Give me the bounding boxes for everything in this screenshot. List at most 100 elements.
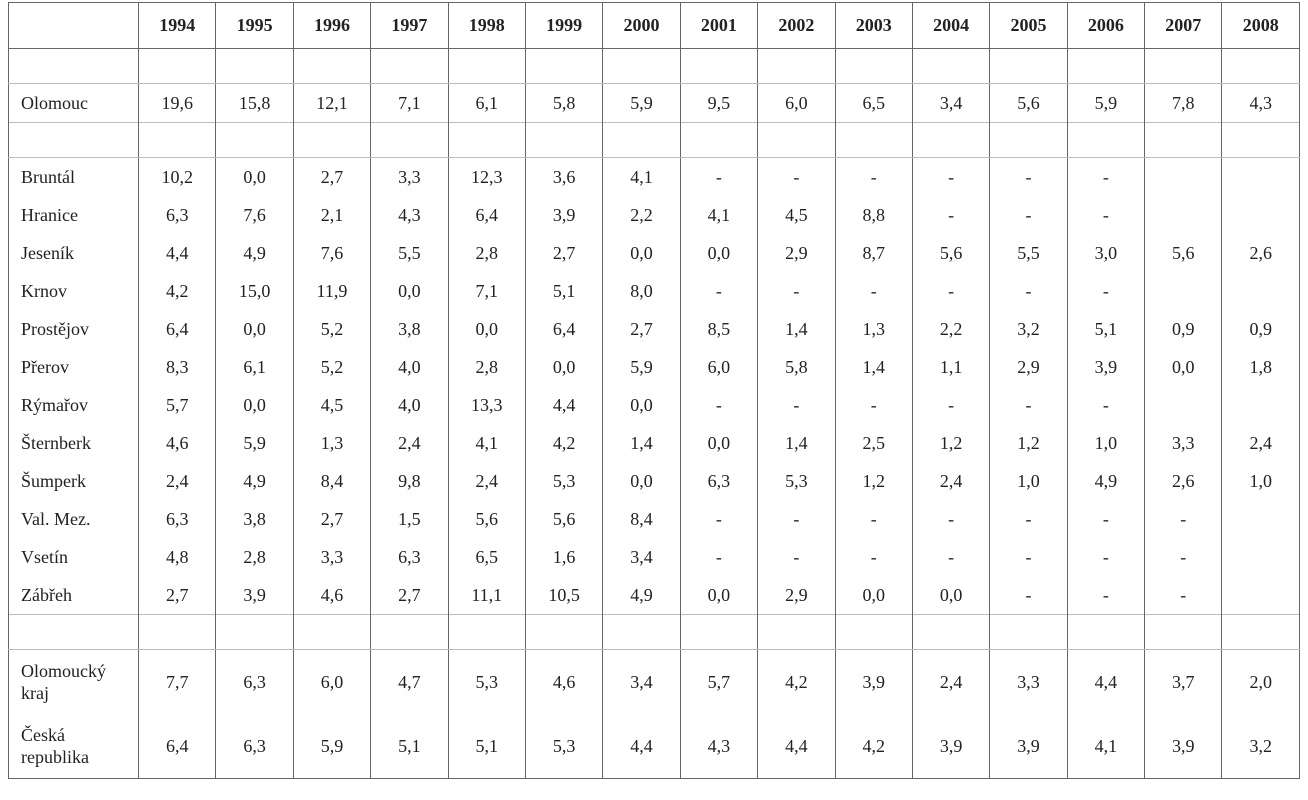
year-header: 1995: [215, 2, 294, 49]
empty-cell: [757, 122, 836, 158]
value-cell: 3,8: [370, 310, 449, 348]
value-cell: 3,9: [1144, 714, 1223, 779]
value-cell: 5,3: [757, 462, 836, 500]
value-cell: -: [679, 500, 759, 538]
value-cell: -: [911, 386, 991, 424]
empty-cell: [834, 122, 913, 158]
data-row: Bruntál 10,2 0,0 2,7 3,3 12,3 3,6 4,1- - - - - -: [8, 157, 1300, 196]
value-cell: -: [757, 272, 836, 310]
value-cell: 2,4: [137, 462, 217, 500]
value-cell: -: [1144, 538, 1223, 576]
value-cell: 4,9: [1066, 462, 1146, 500]
value-cell: -: [757, 538, 836, 576]
value-cell: 5,5: [989, 234, 1068, 272]
value-cell: 1,2: [834, 462, 913, 500]
value-cell: 0,0: [679, 424, 759, 462]
value-cell: 4,4: [757, 714, 836, 779]
year-header: 2007: [1144, 2, 1223, 49]
value-cell: 7,1: [370, 83, 449, 123]
value-cell: 2,5: [834, 424, 913, 462]
empty-cell: [524, 614, 604, 650]
value-cell: 2,9: [989, 348, 1068, 386]
row-label-cell: Vsetín: [8, 538, 139, 576]
value-cell: 4,6: [524, 649, 604, 714]
value-cell: 1,3: [834, 310, 913, 348]
empty-cell: [1221, 196, 1300, 234]
value-cell: 2,7: [370, 576, 449, 615]
value-cell: 3,4: [602, 649, 681, 714]
empty-cell: [8, 614, 139, 650]
value-cell: 5,8: [757, 348, 836, 386]
value-cell: -: [834, 500, 913, 538]
value-cell: 6,3: [137, 196, 217, 234]
value-cell: 4,1: [679, 196, 759, 234]
value-cell: 0,0: [215, 310, 294, 348]
value-cell: 2,4: [1221, 424, 1300, 462]
year-header: 2003: [834, 2, 913, 49]
value-cell: 2,2: [602, 196, 681, 234]
value-cell: 3,0: [1066, 234, 1146, 272]
value-cell: 7,8: [1144, 83, 1223, 123]
empty-cell: [524, 122, 604, 158]
value-cell: 5,2: [292, 310, 372, 348]
value-cell: -: [989, 576, 1068, 615]
value-cell: 0,0: [602, 386, 681, 424]
value-cell: 4,5: [757, 196, 836, 234]
value-cell: 3,9: [215, 576, 294, 615]
empty-cell: [1066, 614, 1146, 650]
empty-cell: [447, 614, 526, 650]
row-label: Olomouc: [21, 93, 88, 113]
value-cell: -: [679, 157, 759, 196]
value-cell: 0,0: [524, 348, 604, 386]
row-label-cell: Šumperk: [8, 462, 139, 500]
value-cell: 10,5: [524, 576, 604, 615]
year-header: 2004: [911, 2, 991, 49]
value-cell: 4,1: [1066, 714, 1146, 779]
value-cell: 6,4: [447, 196, 526, 234]
data-row: Šumperk 2,4 4,9 8,4 9,8 2,4 5,3 0,0 6,3 5,3 1,2 2,4…: [8, 462, 1300, 500]
empty-cell: [1066, 48, 1146, 84]
value-cell: 2,7: [137, 576, 217, 615]
year-header: 2002: [757, 2, 836, 49]
value-cell: 7,6: [215, 196, 294, 234]
row-label-cell: Prostějov: [8, 310, 139, 348]
value-cell: 0,0: [602, 462, 681, 500]
row-label: Bruntál: [21, 167, 75, 187]
value-cell: 8,5: [679, 310, 759, 348]
value-cell: 4,2: [757, 649, 836, 714]
empty-cell: [1144, 157, 1223, 196]
empty-cell: [292, 122, 372, 158]
value-cell: -: [989, 538, 1068, 576]
value-cell: 5,1: [1066, 310, 1146, 348]
year-header: 1998: [447, 2, 526, 49]
empty-cell: [1221, 500, 1300, 538]
corner-cell: [8, 2, 139, 49]
value-cell: 0,0: [834, 576, 913, 615]
value-cell: 5,3: [447, 649, 526, 714]
value-cell: 6,1: [215, 348, 294, 386]
value-cell: 5,6: [447, 500, 526, 538]
value-cell: 8,0: [602, 272, 681, 310]
value-cell: 6,1: [447, 83, 526, 123]
empty-cell: [292, 614, 372, 650]
spacer-row: [8, 614, 1300, 650]
value-cell: 5,9: [602, 348, 681, 386]
value-cell: 0,9: [1144, 310, 1223, 348]
empty-cell: [679, 48, 759, 84]
value-cell: 15,8: [215, 83, 294, 123]
year-header: 2005: [989, 2, 1068, 49]
value-cell: 4,3: [370, 196, 449, 234]
value-cell: 11,9: [292, 272, 372, 310]
value-cell: 3,6: [524, 157, 604, 196]
empty-cell: [911, 614, 991, 650]
empty-cell: [1221, 122, 1300, 158]
value-cell: 4,4: [137, 234, 217, 272]
value-cell: 0,0: [679, 576, 759, 615]
empty-cell: [911, 122, 991, 158]
value-cell: 11,1: [447, 576, 526, 615]
empty-cell: [911, 48, 991, 84]
empty-cell: [1144, 48, 1223, 84]
spacer-row: [8, 48, 1300, 84]
empty-cell: [1221, 538, 1300, 576]
empty-cell: [215, 614, 294, 650]
